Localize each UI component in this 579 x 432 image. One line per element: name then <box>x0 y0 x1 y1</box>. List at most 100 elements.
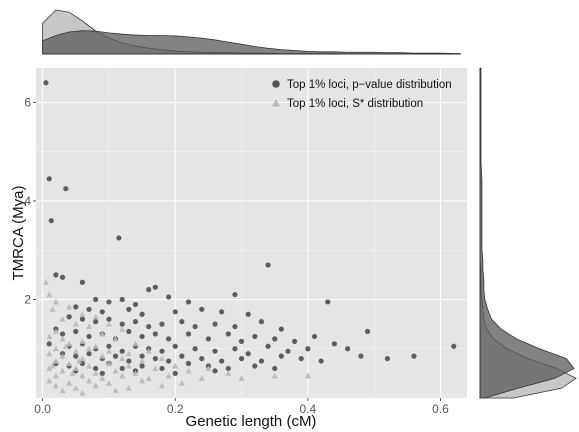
pvalue-point <box>86 333 92 340</box>
sstar-point <box>178 380 185 386</box>
right-density-pvalue <box>479 67 575 399</box>
pvalue-point <box>298 355 304 362</box>
pvalue-point <box>166 294 172 300</box>
sstar-point <box>52 357 59 364</box>
pvalue-point <box>79 316 86 322</box>
y-tick-label: 6 <box>24 95 31 109</box>
sstar-point <box>46 333 53 339</box>
pvalue-series-points <box>43 80 457 376</box>
pvalue-point <box>146 287 152 293</box>
sstar-point <box>105 360 112 367</box>
sstar-point <box>112 335 119 342</box>
sstar-point <box>92 343 99 349</box>
pvalue-point <box>205 336 211 342</box>
sstar-point <box>99 330 106 337</box>
pvalue-point <box>364 328 371 335</box>
top-density-pvalue <box>42 30 461 55</box>
x-tick-label: 0.4 <box>300 402 317 416</box>
sstar-point <box>198 375 205 381</box>
pvalue-point <box>199 355 205 362</box>
pvalue-point <box>172 343 178 349</box>
legend-pvalue-marker <box>272 80 280 88</box>
pvalue-point <box>79 279 86 285</box>
sstar-point <box>99 352 106 359</box>
pvalue-point <box>232 323 238 330</box>
sstar-point <box>46 291 53 298</box>
sstar-point <box>92 382 99 389</box>
top-marginal-density <box>42 9 461 55</box>
pvalue-point <box>185 331 192 337</box>
pvalue-point <box>73 353 79 359</box>
sstar-point <box>105 380 112 386</box>
sstar-point <box>49 362 56 369</box>
pvalue-point <box>159 348 165 354</box>
pvalue-point <box>66 314 72 320</box>
sstar-point <box>304 372 311 379</box>
pvalue-point <box>172 309 178 315</box>
pvalue-point <box>219 309 225 315</box>
sstar-point <box>79 372 86 379</box>
pvalue-point <box>59 274 66 280</box>
pvalue-point <box>126 358 132 364</box>
pvalue-point <box>278 326 284 332</box>
pvalue-point <box>212 348 218 354</box>
pvalue-point <box>86 306 92 312</box>
pvalue-point <box>232 291 238 298</box>
pvalue-point <box>152 284 158 290</box>
pvalue-point <box>152 355 158 362</box>
pvalue-point <box>159 365 165 372</box>
sstar-point <box>72 348 79 354</box>
pvalue-point <box>73 328 79 335</box>
pvalue-point <box>252 363 258 369</box>
sstar-point <box>52 382 59 389</box>
sstar-point <box>79 355 86 362</box>
sstar-point <box>125 362 132 369</box>
sstar-point <box>52 372 59 379</box>
sstar-point <box>132 340 139 347</box>
pvalue-point <box>199 306 205 312</box>
sstar-point <box>119 355 126 362</box>
sstar-point <box>46 365 53 372</box>
sstar-point <box>172 362 179 369</box>
pvalue-point <box>258 358 265 364</box>
sstar-point <box>79 338 86 344</box>
pvalue-point <box>225 331 231 337</box>
sstar-point <box>112 367 119 374</box>
pvalue-point <box>106 343 112 349</box>
sstar-point <box>66 380 73 386</box>
sstar-point <box>105 320 112 327</box>
pvalue-point <box>212 368 218 374</box>
plot-panel-background <box>36 68 467 398</box>
pvalue-point <box>63 186 69 192</box>
pvalue-point <box>311 333 318 340</box>
pvalue-point <box>245 351 251 357</box>
pvalue-point <box>93 319 99 325</box>
sstar-point <box>86 323 93 330</box>
pvalue-point <box>106 316 112 322</box>
sstar-point <box>52 345 59 352</box>
pvalue-point <box>166 336 172 342</box>
pvalue-point <box>119 321 125 327</box>
sstar-point <box>99 375 106 381</box>
pvalue-point <box>152 331 158 337</box>
sstar-point <box>59 315 66 322</box>
sstar-point <box>158 355 166 362</box>
pvalue-point <box>46 341 52 347</box>
pvalue-point <box>93 296 99 303</box>
sstar-point <box>59 367 66 374</box>
pvalue-point <box>126 328 132 335</box>
grid-lines <box>36 68 467 398</box>
pvalue-point <box>272 365 278 372</box>
pvalue-point <box>126 306 132 312</box>
x-axis-title: Genetic length (cM) <box>186 413 317 430</box>
sstar-point <box>152 365 159 372</box>
pvalue-point <box>292 338 298 344</box>
x-tick-label: 0.2 <box>167 402 184 416</box>
pvalue-point <box>99 370 105 376</box>
pvalue-point <box>119 296 125 303</box>
pvalue-point <box>166 358 172 364</box>
sstar-point <box>46 377 53 384</box>
sstar-point <box>238 375 245 381</box>
pvalue-point <box>252 333 258 340</box>
pvalue-point <box>43 80 49 86</box>
